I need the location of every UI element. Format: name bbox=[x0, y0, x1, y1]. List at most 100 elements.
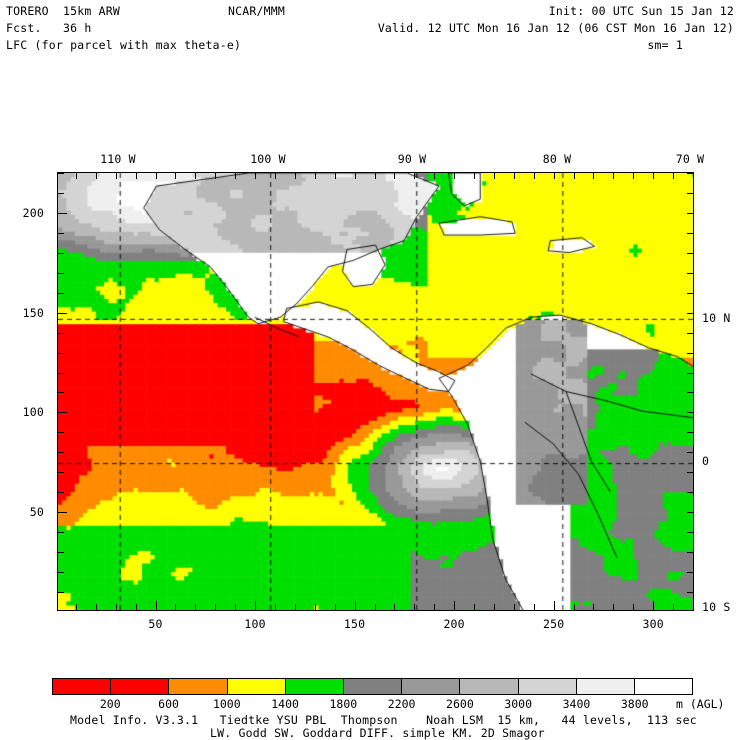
ytick-minor-right bbox=[687, 292, 693, 294]
lon-label-1: 100 W bbox=[250, 152, 286, 166]
xtick-minor-top bbox=[613, 173, 615, 179]
xtick-minor-bottom bbox=[334, 604, 336, 610]
xtick-minor-top bbox=[693, 173, 694, 179]
xtick-minor-top bbox=[95, 173, 97, 179]
ytick-minor-right bbox=[687, 332, 693, 334]
ytick-minor-right bbox=[687, 192, 693, 194]
xtick-major-250 bbox=[553, 601, 555, 610]
ytick-major-100 bbox=[58, 412, 67, 414]
ytick-minor-left bbox=[58, 472, 64, 474]
xaxis-label-300: 300 bbox=[642, 617, 664, 631]
xtick-minor-top bbox=[334, 173, 336, 179]
ytick-minor-left bbox=[58, 173, 64, 174]
xtick-minor-top bbox=[553, 173, 555, 179]
ytick-major-50 bbox=[58, 512, 67, 514]
colorbar-tick-600: 600 bbox=[158, 697, 179, 711]
colorbar-tick-3800: 3800 bbox=[620, 697, 649, 711]
colorbar-swatch-0 bbox=[53, 679, 112, 694]
xtick-major-50 bbox=[155, 601, 157, 610]
xtick-minor-top bbox=[354, 173, 356, 179]
xtick-minor-top bbox=[593, 173, 595, 179]
ytick-major-200 bbox=[58, 212, 67, 214]
xtick-minor-bottom bbox=[493, 604, 495, 610]
ytick-minor-left bbox=[58, 272, 64, 274]
xtick-minor-top bbox=[75, 173, 77, 179]
ytick-minor-right bbox=[687, 352, 693, 354]
ytick-minor-left bbox=[58, 352, 64, 354]
header-field-name: LFC (for parcel with max theta-e) bbox=[6, 38, 242, 52]
xtick-minor-top bbox=[175, 173, 177, 179]
ytick-minor-left bbox=[58, 572, 64, 574]
colorbar-swatch-3 bbox=[227, 679, 286, 694]
ytick-minor-right bbox=[687, 232, 693, 234]
colorbar-tick-1800: 1800 bbox=[329, 697, 358, 711]
header-model-name: TORERO 15km ARW bbox=[6, 4, 120, 18]
xtick-major-100 bbox=[255, 601, 257, 610]
ytick-minor-left bbox=[58, 492, 64, 494]
colorbar-tick-1000: 1000 bbox=[212, 697, 241, 711]
ytick-minor-right bbox=[687, 392, 693, 394]
ytick-minor-left bbox=[58, 372, 64, 374]
xtick-minor-top bbox=[434, 173, 436, 179]
xtick-minor-bottom bbox=[75, 604, 77, 610]
xtick-minor-bottom bbox=[215, 604, 217, 610]
xtick-minor-bottom bbox=[533, 604, 535, 610]
footer-model-info-line2: LW. Godd SW. Goddard DIFF. simple KM. 2D… bbox=[210, 726, 545, 740]
xtick-minor-bottom bbox=[274, 604, 276, 610]
xtick-minor-bottom bbox=[474, 604, 476, 610]
xaxis-label-100: 100 bbox=[244, 617, 266, 631]
map-plot-area[interactable] bbox=[57, 172, 694, 611]
xtick-minor-bottom bbox=[593, 604, 595, 610]
xaxis-label-200: 200 bbox=[443, 617, 465, 631]
lat-label-2: 10 S bbox=[702, 600, 731, 614]
header-valid-time: Valid. 12 UTC Mon 16 Jan 12 (06 CST Mon … bbox=[377, 21, 734, 35]
xtick-minor-bottom bbox=[573, 604, 575, 610]
xtick-major-300 bbox=[653, 601, 655, 610]
xtick-minor-top bbox=[493, 173, 495, 179]
xtick-minor-top bbox=[414, 173, 416, 179]
colorbar-units-label: m (AGL) bbox=[676, 697, 725, 711]
colorbar-tick-3400: 3400 bbox=[562, 697, 591, 711]
xtick-minor-top bbox=[274, 173, 276, 179]
header-init-time: Init: 00 UTC Sun 15 Jan 12 bbox=[548, 4, 734, 18]
header-forecast-hour: Fcst. 36 h bbox=[6, 21, 92, 35]
xtick-minor-bottom bbox=[115, 604, 117, 610]
xtick-minor-bottom bbox=[673, 604, 675, 610]
xtick-minor-top bbox=[195, 173, 197, 179]
xtick-minor-top bbox=[294, 173, 296, 179]
ytick-minor-right bbox=[687, 312, 693, 314]
xtick-minor-top bbox=[454, 173, 456, 179]
xtick-minor-bottom bbox=[513, 604, 515, 610]
colorbar-swatch-9 bbox=[576, 679, 635, 694]
colorbar-tick-3000: 3000 bbox=[504, 697, 533, 711]
ytick-minor-right bbox=[687, 532, 693, 534]
colorbar-swatch-7 bbox=[460, 679, 519, 694]
xtick-minor-top bbox=[573, 173, 575, 179]
header-center-name: NCAR/MMM bbox=[228, 4, 285, 18]
colorbar-swatch-8 bbox=[518, 679, 577, 694]
xtick-minor-top bbox=[533, 173, 535, 179]
xtick-minor-top bbox=[314, 173, 316, 179]
xtick-major-200 bbox=[454, 601, 456, 610]
ytick-minor-right bbox=[687, 552, 693, 554]
colorbar-tick-1400: 1400 bbox=[271, 697, 299, 711]
ytick-minor-right bbox=[687, 372, 693, 374]
xtick-minor-top bbox=[135, 173, 137, 179]
ytick-minor-left bbox=[58, 552, 64, 554]
ytick-minor-right bbox=[687, 492, 693, 494]
ytick-minor-right bbox=[687, 412, 693, 414]
ytick-minor-right bbox=[687, 572, 693, 574]
ytick-minor-right bbox=[687, 272, 693, 274]
ytick-minor-right bbox=[687, 432, 693, 434]
lat-label-1: 0 bbox=[702, 454, 710, 468]
lon-label-4: 70 W bbox=[675, 152, 705, 166]
xtick-minor-bottom bbox=[135, 604, 137, 610]
ytick-minor-right bbox=[687, 173, 693, 174]
yaxis-label-50: 50 bbox=[29, 505, 44, 520]
map-raster bbox=[58, 173, 693, 610]
xtick-minor-bottom bbox=[95, 604, 97, 610]
ytick-major-150 bbox=[58, 312, 67, 314]
ytick-minor-right bbox=[687, 252, 693, 254]
colorbar[interactable] bbox=[52, 678, 693, 695]
colorbar-tick-200: 200 bbox=[99, 697, 121, 711]
